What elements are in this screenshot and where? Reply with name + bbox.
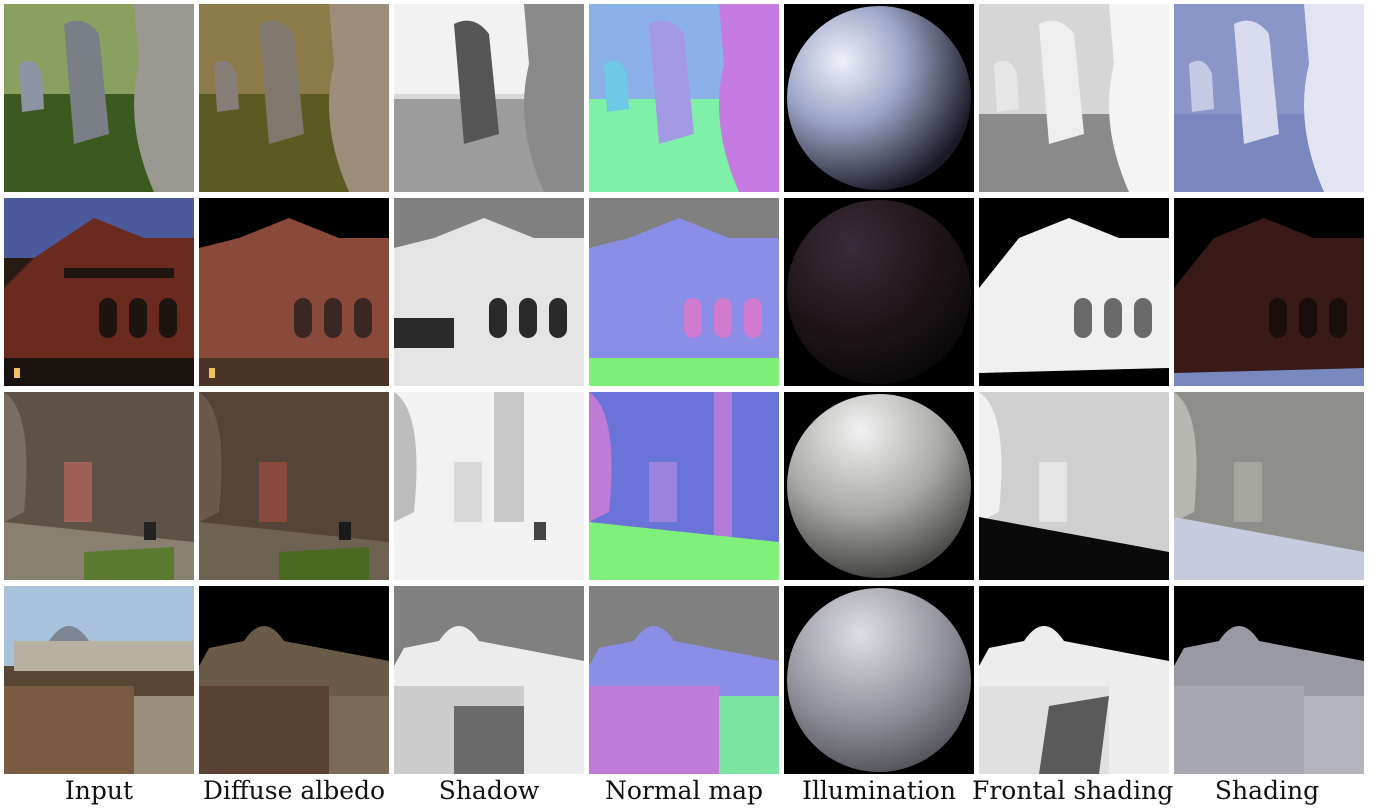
tile-image xyxy=(1174,392,1364,580)
tile-image xyxy=(979,586,1169,774)
tile-r2-albedo xyxy=(199,198,389,386)
tile-image xyxy=(589,392,779,580)
tile-image xyxy=(784,4,974,192)
tile-r1-illum xyxy=(784,4,974,192)
tile-image xyxy=(979,4,1169,192)
tile-image xyxy=(589,198,779,386)
label-normal-map: Normal map xyxy=(604,776,764,805)
tile-r4-frontal xyxy=(979,586,1169,774)
label-shading: Shading xyxy=(1214,776,1320,805)
tile-image xyxy=(199,392,389,580)
tile-r4-shadow xyxy=(394,586,584,774)
tile-image xyxy=(4,4,194,192)
tile-image xyxy=(4,198,194,386)
tile-r1-albedo xyxy=(199,4,389,192)
tile-r2-shading xyxy=(1174,198,1364,386)
tile-r2-shadow xyxy=(394,198,584,386)
tile-image xyxy=(4,586,194,774)
tile-r3-albedo xyxy=(199,392,389,580)
tile-r4-normal xyxy=(589,586,779,774)
label-input: Input xyxy=(64,776,134,805)
column-labels: Input Diffuse albedo Shadow Normal map I… xyxy=(0,776,1375,808)
tile-r4-albedo xyxy=(199,586,389,774)
tile-image xyxy=(979,198,1169,386)
tile-image xyxy=(394,198,584,386)
tile-r2-frontal xyxy=(979,198,1169,386)
tile-image xyxy=(979,392,1169,580)
tile-r3-input xyxy=(4,392,194,580)
tile-r1-input xyxy=(4,4,194,192)
tile-r3-shading xyxy=(1174,392,1364,580)
tile-image xyxy=(199,586,389,774)
tile-image xyxy=(394,392,584,580)
tile-r3-normal xyxy=(589,392,779,580)
tile-image xyxy=(199,198,389,386)
tile-image xyxy=(784,198,974,386)
tile-image xyxy=(1174,586,1364,774)
tile-image xyxy=(784,586,974,774)
tile-r1-frontal xyxy=(979,4,1169,192)
tile-image xyxy=(1174,4,1364,192)
tile-image xyxy=(199,4,389,192)
tile-image xyxy=(394,586,584,774)
tile-r4-shading xyxy=(1174,586,1364,774)
tile-r3-frontal xyxy=(979,392,1169,580)
tile-r1-normal xyxy=(589,4,779,192)
tile-r1-shadow xyxy=(394,4,584,192)
tile-image xyxy=(1174,198,1364,386)
tile-r3-illum xyxy=(784,392,974,580)
tile-r4-illum xyxy=(784,586,974,774)
label-shadow: Shadow xyxy=(438,776,540,805)
tile-r1-shading xyxy=(1174,4,1364,192)
tile-image xyxy=(784,392,974,580)
tile-r2-input xyxy=(4,198,194,386)
label-diffuse-albedo: Diffuse albedo xyxy=(202,776,386,805)
tile-r3-shadow xyxy=(394,392,584,580)
tile-image xyxy=(589,4,779,192)
label-illumination: Illumination xyxy=(802,776,956,805)
tile-image xyxy=(4,392,194,580)
tile-r4-input xyxy=(4,586,194,774)
tile-image xyxy=(394,4,584,192)
label-frontal-shading: Frontal shading xyxy=(972,776,1174,805)
tile-r2-illum xyxy=(784,198,974,386)
tile-image xyxy=(589,586,779,774)
tile-r2-normal xyxy=(589,198,779,386)
